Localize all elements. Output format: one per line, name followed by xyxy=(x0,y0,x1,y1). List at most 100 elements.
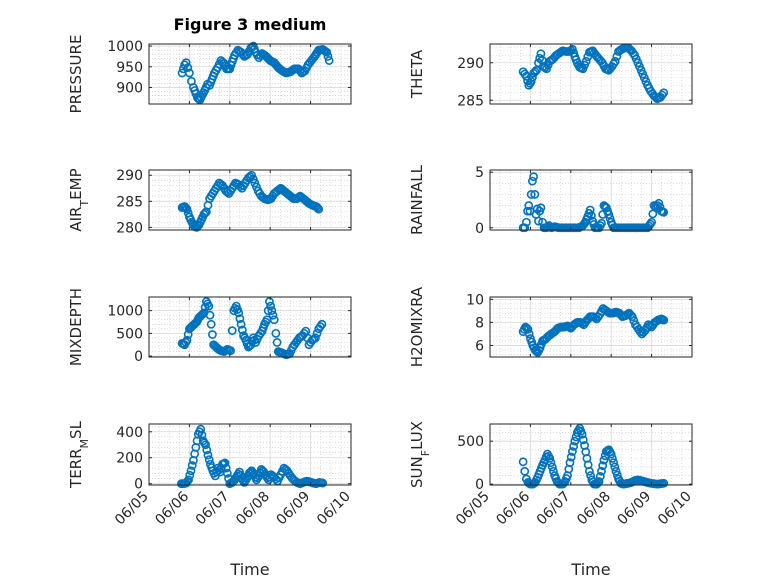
data-point xyxy=(266,301,275,311)
x-tick-label: 06/09 xyxy=(274,489,314,529)
data-point xyxy=(182,335,192,345)
data-point xyxy=(520,466,530,476)
x-tick-label: 06/09 xyxy=(615,489,655,529)
x-tick-label: 06/07 xyxy=(193,489,233,529)
axes-frame xyxy=(489,169,693,231)
subplot-terr_msl: 0 200 400 06/05 06/06 06/07 06/08 06/09 06/10 TER… xyxy=(67,420,354,579)
y-tick-label: 1000 xyxy=(107,304,143,320)
x-tick-label: 06/05 xyxy=(112,489,152,529)
data-point xyxy=(520,223,530,233)
y-tick-label: 6 xyxy=(475,338,484,354)
data-point xyxy=(206,319,216,329)
data-point xyxy=(568,447,577,456)
data-point xyxy=(524,329,534,339)
y-tick-label: 200 xyxy=(116,451,143,467)
data-point xyxy=(570,436,580,446)
y-tick-label: 1000 xyxy=(107,39,143,55)
data-point xyxy=(566,452,576,462)
y-tick-label: 950 xyxy=(116,60,143,76)
data-point xyxy=(201,440,210,450)
subplot-mixdepth: 0 500 1000 MIXDEPTH xyxy=(67,288,352,366)
data-point xyxy=(530,67,540,77)
data-point xyxy=(226,346,236,356)
x-tick-label: 06/05 xyxy=(453,489,493,529)
data-point xyxy=(322,47,332,57)
data-point xyxy=(196,424,206,434)
data-point xyxy=(524,201,534,210)
x-tick-label: 06/10 xyxy=(314,489,354,529)
ylabel: RAINFALL xyxy=(408,164,426,235)
data-point xyxy=(654,198,664,208)
x-axis-label: Time xyxy=(570,560,610,579)
data-point xyxy=(197,310,206,320)
data-point xyxy=(647,217,656,227)
ylabel: TERRMSL xyxy=(67,420,91,489)
data-point xyxy=(234,308,244,318)
data-point xyxy=(317,319,327,329)
y-tick-label: 290 xyxy=(116,168,143,184)
data-point xyxy=(578,435,588,445)
data-point xyxy=(645,219,655,229)
data-point xyxy=(526,190,536,199)
data-point xyxy=(200,208,210,218)
data-point xyxy=(222,468,232,478)
data-point xyxy=(208,330,217,339)
data-point xyxy=(546,458,556,468)
subplot-h2omixra: 6 8 10 H2OMIXRA xyxy=(408,286,693,367)
data-point xyxy=(237,325,247,335)
axes-frame xyxy=(489,423,693,486)
y-tick-label: 285 xyxy=(457,93,484,109)
ylabel: AIRTEMP xyxy=(67,168,91,231)
data-point xyxy=(264,297,274,306)
y-tick-label: 500 xyxy=(457,434,484,450)
chart-title: Figure 3 medium xyxy=(174,15,327,34)
y-tick-label: 10 xyxy=(466,292,484,308)
data-point xyxy=(585,205,595,215)
data-point xyxy=(568,44,577,54)
data-point xyxy=(581,56,591,66)
data-point xyxy=(269,315,279,325)
data-point xyxy=(311,202,321,211)
data-point xyxy=(181,58,191,68)
data-point xyxy=(187,461,197,470)
y-tick-label: 8 xyxy=(475,315,484,331)
data-point xyxy=(182,204,192,214)
data-point xyxy=(185,470,195,480)
data-point xyxy=(597,218,606,228)
y-tick-label: 290 xyxy=(457,56,484,72)
data-point xyxy=(604,210,614,219)
y-tick-label: 0 xyxy=(475,221,484,237)
y-tick-label: 285 xyxy=(116,194,143,210)
data-point xyxy=(311,333,320,343)
data-point xyxy=(610,56,620,66)
subplot-air_temp: 280 285 290 AIRTEMP xyxy=(67,168,352,236)
data-point xyxy=(549,466,558,476)
data-point xyxy=(220,458,230,468)
axes-frame xyxy=(148,43,352,105)
data-point xyxy=(532,204,542,214)
data-point xyxy=(530,190,540,199)
data-point xyxy=(579,219,589,229)
data-point xyxy=(536,203,546,213)
axes-frame xyxy=(148,296,352,358)
x-tick-label: 06/08 xyxy=(233,489,273,529)
data-point xyxy=(597,466,606,476)
ylabel: MIXDEPTH xyxy=(67,288,85,366)
data-point xyxy=(598,461,608,471)
data-point xyxy=(199,209,209,219)
data-point xyxy=(610,462,620,472)
data-point xyxy=(184,68,194,78)
data-point xyxy=(323,52,333,61)
data-point xyxy=(318,478,328,488)
data-point xyxy=(584,466,594,476)
data-point xyxy=(606,449,616,459)
x-tick-label: 06/08 xyxy=(574,489,614,529)
data-point xyxy=(599,455,609,465)
data-point xyxy=(534,216,543,226)
data-point xyxy=(244,468,254,478)
y-tick-label: 0 xyxy=(475,477,484,493)
data-point xyxy=(236,319,246,329)
data-point xyxy=(197,430,207,440)
y-tick-label: 0 xyxy=(134,349,143,365)
